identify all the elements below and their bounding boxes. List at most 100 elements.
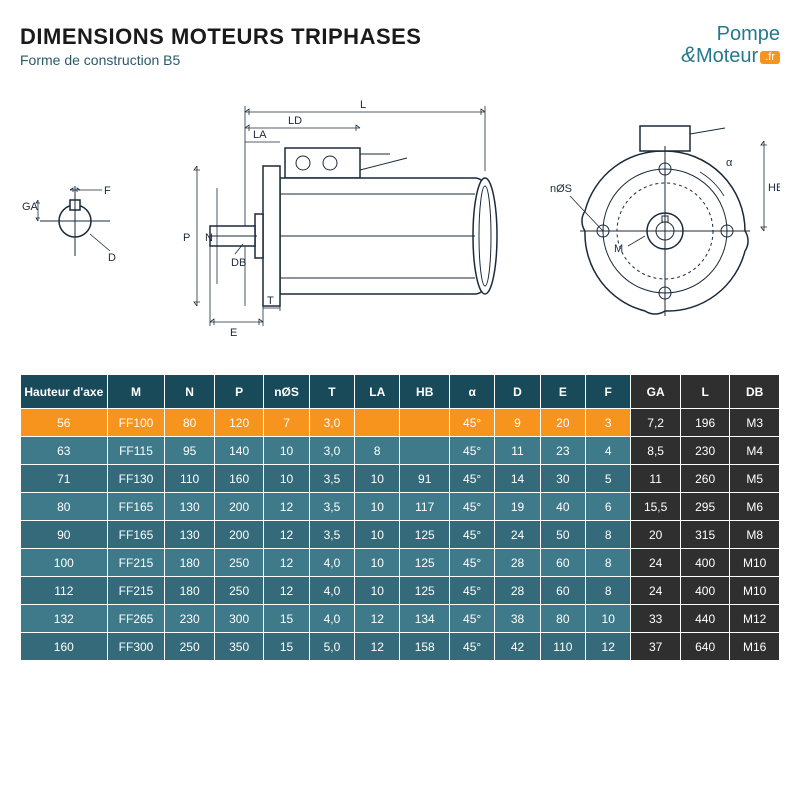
table-cell: 90: [21, 521, 108, 549]
col-header: DB: [730, 375, 780, 409]
table-cell: FF300: [107, 633, 165, 661]
label-N: N: [205, 232, 213, 244]
table-cell: 40: [540, 493, 585, 521]
table-cell: 180: [165, 577, 215, 605]
table-cell: 50: [540, 521, 585, 549]
table-cell: FF130: [107, 465, 165, 493]
table-cell: 45°: [449, 577, 494, 605]
table-cell: 24: [495, 521, 540, 549]
label-M: M: [614, 243, 623, 255]
table-cell: 45°: [449, 605, 494, 633]
table-cell: 45°: [449, 437, 494, 465]
table-cell: 45°: [449, 493, 494, 521]
table-cell: 7: [264, 409, 309, 437]
label-L: L: [360, 99, 366, 111]
table-cell: 112: [21, 577, 108, 605]
col-header: α: [449, 375, 494, 409]
table-cell: 20: [540, 409, 585, 437]
dimensions-table: Hauteur d'axeMNPnØSTLAHBαDEFGALDB 56FF10…: [20, 374, 780, 661]
table-cell: 91: [400, 465, 450, 493]
table-cell: FF115: [107, 437, 165, 465]
table-cell: 12: [264, 493, 309, 521]
table-cell: 23: [540, 437, 585, 465]
table-cell: 45°: [449, 521, 494, 549]
table-cell: 80: [165, 409, 215, 437]
table-cell: 440: [680, 605, 730, 633]
table-cell: 3,5: [309, 521, 354, 549]
table-cell: 230: [165, 605, 215, 633]
table-cell: 24: [631, 577, 681, 605]
table-cell: 33: [631, 605, 681, 633]
label-P: P: [183, 232, 190, 244]
header: DIMENSIONS MOTEURS TRIPHASES Forme de co…: [20, 24, 780, 68]
col-header: GA: [631, 375, 681, 409]
table-cell: 200: [214, 521, 264, 549]
table-cell: 8: [586, 521, 631, 549]
table-cell: 200: [214, 493, 264, 521]
table-cell: 12: [586, 633, 631, 661]
table-cell: 10: [355, 465, 400, 493]
label-GA: GA: [22, 201, 39, 213]
table-cell: 117: [400, 493, 450, 521]
col-header: nØS: [264, 375, 309, 409]
table-cell: 45°: [449, 465, 494, 493]
table-cell: 80: [540, 605, 585, 633]
table-cell: 6: [586, 493, 631, 521]
table-cell: 295: [680, 493, 730, 521]
table-cell: 230: [680, 437, 730, 465]
label-T: T: [267, 295, 274, 307]
table-cell: 110: [540, 633, 585, 661]
table-cell: M5: [730, 465, 780, 493]
table-cell: 95: [165, 437, 215, 465]
table-cell: FF165: [107, 521, 165, 549]
table-cell: 10: [355, 521, 400, 549]
ampersand-icon: &: [681, 42, 696, 67]
col-header: Hauteur d'axe: [21, 375, 108, 409]
col-header: HB: [400, 375, 450, 409]
table-cell: [400, 437, 450, 465]
table-cell: 250: [165, 633, 215, 661]
table-cell: 132: [21, 605, 108, 633]
table-cell: 45°: [449, 633, 494, 661]
col-header: P: [214, 375, 264, 409]
table-cell: 125: [400, 521, 450, 549]
table-cell: 130: [165, 493, 215, 521]
logo-line-1: Pompe: [717, 23, 780, 45]
page-subtitle: Forme de construction B5: [20, 52, 421, 68]
motor-side-view: L LD LA P N DB: [175, 96, 505, 356]
col-header: E: [540, 375, 585, 409]
technical-diagram: F GA D L LD LA: [20, 96, 780, 356]
table-cell: M10: [730, 577, 780, 605]
table-cell: 196: [680, 409, 730, 437]
table-cell: 20: [631, 521, 681, 549]
table-cell: 8: [586, 549, 631, 577]
table-cell: 45°: [449, 549, 494, 577]
table-cell: 5,0: [309, 633, 354, 661]
table-row: 90FF165130200123,51012545°2450820315M8: [21, 521, 780, 549]
table-cell: 4,0: [309, 549, 354, 577]
table-cell: 350: [214, 633, 264, 661]
table-cell: 3,5: [309, 465, 354, 493]
table-cell: 3,0: [309, 409, 354, 437]
table-cell: 640: [680, 633, 730, 661]
table-cell: M10: [730, 549, 780, 577]
table-cell: M12: [730, 605, 780, 633]
col-header: F: [586, 375, 631, 409]
table-cell: 12: [264, 521, 309, 549]
table-row: 100FF215180250124,01012545°2860824400M10: [21, 549, 780, 577]
table-cell: 315: [680, 521, 730, 549]
table-cell: 300: [214, 605, 264, 633]
table-cell: 15: [264, 633, 309, 661]
table-cell: M8: [730, 521, 780, 549]
label-alpha: α: [726, 157, 733, 169]
table-row: 112FF215180250124,01012545°2860824400M10: [21, 577, 780, 605]
col-header: N: [165, 375, 215, 409]
table-cell: 10: [355, 493, 400, 521]
table-cell: 5: [586, 465, 631, 493]
table-cell: 4,0: [309, 605, 354, 633]
table-cell: FF215: [107, 577, 165, 605]
col-header: L: [680, 375, 730, 409]
table-row: 132FF265230300154,01213445°38801033440M1…: [21, 605, 780, 633]
table-cell: 12: [264, 549, 309, 577]
title-block: DIMENSIONS MOTEURS TRIPHASES Forme de co…: [20, 24, 421, 68]
